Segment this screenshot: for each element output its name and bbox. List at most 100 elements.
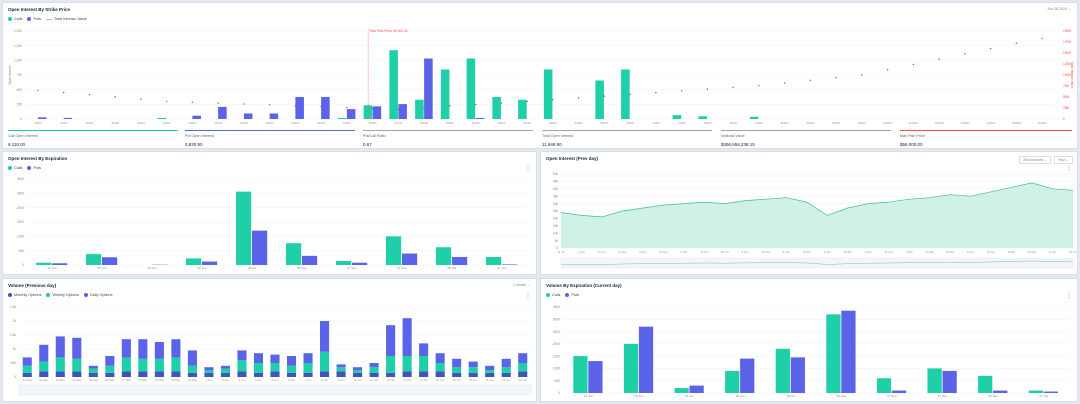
contracts-select[interactable]: All contracts ⌄: [1019, 156, 1051, 164]
legend-calls[interactable]: Calls: [8, 17, 22, 21]
volume-x-tick-label: 2 Jun: [222, 378, 229, 382]
oi-history-x-tick-label: 2 Jan: [824, 250, 831, 254]
stat-total-oi: Total Open Interest 11,948.90: [542, 130, 712, 150]
volume-bar-daily-options: [105, 356, 115, 366]
oi-history-x-tick-label: 14 Oct: [700, 250, 708, 254]
oi-history-x-tick-label: 12 Apr: [967, 250, 975, 254]
strike-intrinsic-point: [938, 58, 940, 60]
oi-history-y-tick-label: 15k: [553, 224, 559, 228]
strike-intrinsic-point: [809, 79, 812, 81]
strike-x-tick-label: 54000: [343, 121, 351, 125]
calls-swatch-icon: [8, 17, 12, 21]
expiration-menu-icon[interactable]: ⋮: [525, 166, 531, 172]
volume-bar-daily-options: [138, 339, 148, 359]
strike-intrinsic-point: [886, 69, 889, 71]
strike-intrinsic-point: [989, 47, 992, 50]
volume-x-tick-label: 27 May: [122, 378, 132, 382]
legend-weekly[interactable]: Weekly Options: [46, 293, 79, 297]
oi-history-y-tick-label: 40k: [553, 187, 559, 191]
vol-exp-bar-puts: [1043, 391, 1058, 393]
vol-exp-x-tick-label: 28 Mar: [988, 394, 997, 398]
expiration-x-tick-label: 26 Jul: [248, 266, 256, 270]
volume-bar-weekly-options: [336, 367, 346, 372]
stat-call-oi: Call Open Interest 6,118.00: [8, 130, 178, 150]
strike-intrinsic-point: [423, 106, 425, 109]
legend-daily[interactable]: Daily Options: [83, 293, 113, 297]
strike-x-tick-label: 68000: [600, 121, 608, 125]
strike-intrinsic-point: [861, 74, 863, 76]
expiration-bar-calls: [36, 262, 52, 265]
volume-bar-weekly-options: [303, 363, 313, 373]
strike-intrinsic-point: [500, 102, 503, 104]
strike-intrinsic-point: [474, 103, 477, 106]
volume-title: Volume (Previous day): [8, 283, 57, 288]
vol-exp-y-tick-label: 3000: [553, 317, 560, 321]
vol-exp-x-tick-label: 27 Jun: [1039, 394, 1048, 398]
legend-puts[interactable]: Puts: [27, 17, 41, 21]
strike-x-tick-label: 70000: [626, 121, 634, 125]
oi-history-x-tick-label: 21 Sep: [659, 250, 668, 254]
legend-monthly[interactable]: Monthly Options: [8, 293, 41, 297]
strike-x-tick-label: 66000: [575, 121, 583, 125]
strike-intrinsic-point: [603, 95, 606, 97]
vol-exp-menu-icon[interactable]: ⋮: [1066, 293, 1072, 299]
vol-exp-legend: Calls Puts: [546, 293, 579, 297]
expiration-panel: Open Interest By Expiration Calls Puts ⋮…: [2, 151, 537, 275]
vol-exp-bar-calls: [927, 368, 942, 393]
expiration-bar-puts: [502, 264, 518, 265]
oi-history-y-tick-label: 30k: [553, 202, 559, 206]
volume-bar-monthly-options: [402, 371, 412, 377]
expiration-x-tick-label: 23 Jun: [147, 266, 156, 270]
strike-x-tick-label: 76000: [729, 121, 737, 125]
vol-exp-x-tick-label: 22 Jun: [634, 394, 643, 398]
vol-exp-bar-calls: [775, 348, 790, 393]
strike-bar-puts: [372, 106, 382, 119]
strike-bar-puts: [192, 115, 201, 119]
volume-bar-daily-options: [353, 367, 363, 370]
strike-x-tick-label: 62000: [497, 121, 505, 125]
period-select[interactable]: Year ⌄: [1053, 156, 1073, 164]
expiration-bar-calls: [86, 254, 102, 265]
strike-intrinsic-point: [294, 105, 297, 107]
volume-x-tick-label: 26 May: [105, 378, 115, 382]
vol-exp-bar-calls: [623, 343, 639, 393]
volume-menu-icon[interactable]: ⋮: [525, 293, 531, 299]
strike-y2label: Total Intrinsic Value: [1070, 61, 1074, 89]
legend-puts[interactable]: Puts: [27, 166, 41, 170]
strike-intrinsic-point: [1041, 37, 1043, 40]
strike-x-tick-label: 52000: [317, 121, 325, 125]
strike-y2-tick-label: 150M: [1063, 51, 1071, 55]
legend-calls[interactable]: Calls: [546, 293, 560, 297]
volume-bar-monthly-options: [369, 372, 379, 377]
volume-bar-weekly-options: [419, 356, 429, 372]
strike-title: Open Interest By Strike Price: [8, 7, 71, 12]
expiration-bar-puts: [402, 253, 418, 265]
strike-intrinsic-point: [243, 103, 245, 105]
legend-puts[interactable]: Puts: [565, 293, 579, 297]
volume-y-tick-label: 500: [11, 361, 17, 365]
vol-exp-bar-puts: [891, 390, 907, 393]
volume-bar-weekly-options: [485, 370, 495, 373]
volume-x-tick-label: 11 Jun: [370, 378, 379, 382]
oi-history-menu-icon[interactable]: ⋮: [1066, 166, 1072, 172]
strike-x-tick-label: 130000: [960, 121, 970, 125]
volume-period-select[interactable]: 1 Month ⌄: [512, 283, 530, 287]
volume-x-tick-label: 31 May: [188, 378, 198, 382]
vol-exp-x-tick-label: 27 Sep: [887, 394, 897, 398]
volume-bar-daily-options: [369, 363, 379, 368]
strike-intrinsic-point: [732, 86, 734, 89]
volume-x-tick-label: 30 May: [171, 378, 181, 382]
strike-intrinsic-point: [552, 98, 554, 101]
volume-bar-monthly-options: [220, 372, 230, 377]
volume-bar-monthly-options: [303, 372, 313, 377]
legend-intrinsic[interactable]: Total Intrinsic Value: [46, 17, 87, 21]
strike-date-select[interactable]: Jun 28 2024 ⌄: [1047, 7, 1071, 11]
legend-calls[interactable]: Calls: [8, 166, 22, 170]
vol-exp-y-tick-label: 1500: [553, 354, 560, 358]
expiration-x-tick-label: 28 Jun: [197, 266, 206, 270]
strike-intrinsic-point: [526, 100, 528, 103]
stat-put-oi: Put Open Interest 3,830.90: [185, 130, 355, 150]
volume-x-tick-label: 22 May: [39, 378, 49, 382]
volume-x-tick-label: 7 Jun: [305, 378, 312, 382]
strike-panel: Open Interest By Strike Price Jun 28 202…: [2, 2, 1078, 149]
